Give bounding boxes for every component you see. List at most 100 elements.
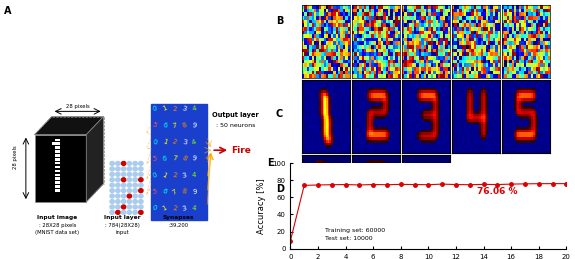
Text: 2: 2	[171, 138, 178, 146]
Circle shape	[121, 205, 126, 209]
Circle shape	[133, 199, 137, 204]
Text: 7: 7	[172, 122, 177, 129]
Circle shape	[110, 205, 114, 209]
Circle shape	[116, 199, 120, 204]
Text: 2: 2	[172, 172, 177, 178]
Text: 5: 5	[152, 188, 157, 195]
Circle shape	[133, 162, 137, 165]
Circle shape	[121, 167, 126, 171]
Circle shape	[127, 194, 132, 198]
Bar	[55, 139, 60, 141]
Circle shape	[133, 210, 137, 214]
Circle shape	[139, 162, 143, 165]
Circle shape	[139, 183, 143, 187]
Text: 4: 4	[191, 105, 197, 112]
Bar	[55, 154, 60, 157]
Circle shape	[127, 205, 132, 209]
Circle shape	[116, 205, 120, 209]
Text: Input image: Input image	[37, 215, 78, 220]
Circle shape	[121, 162, 126, 165]
Text: E: E	[267, 158, 274, 168]
Bar	[55, 181, 60, 184]
Circle shape	[110, 183, 114, 187]
Circle shape	[121, 199, 126, 204]
Polygon shape	[34, 117, 104, 135]
Text: 2: 2	[172, 205, 177, 212]
Text: C: C	[276, 109, 283, 119]
Bar	[151, 104, 207, 220]
Y-axis label: Accuracy [%]: Accuracy [%]	[258, 178, 266, 234]
Text: 8: 8	[181, 155, 188, 162]
Text: Test set: 10000: Test set: 10000	[325, 236, 373, 241]
Circle shape	[127, 210, 132, 214]
Text: Training set: 60000: Training set: 60000	[325, 228, 385, 233]
Bar	[55, 174, 60, 176]
Circle shape	[127, 178, 132, 182]
Circle shape	[133, 172, 137, 176]
Circle shape	[110, 162, 114, 165]
Circle shape	[133, 189, 137, 192]
Text: 1: 1	[162, 105, 168, 112]
Circle shape	[127, 183, 132, 187]
Circle shape	[110, 172, 114, 176]
Text: :39,200: :39,200	[168, 223, 189, 228]
Text: 5: 5	[151, 122, 158, 129]
Circle shape	[133, 167, 137, 171]
Circle shape	[116, 178, 120, 182]
Text: 0: 0	[151, 171, 158, 179]
Text: 6: 6	[162, 122, 167, 129]
Circle shape	[139, 199, 143, 204]
Circle shape	[121, 194, 126, 198]
Circle shape	[133, 194, 137, 198]
Text: 4: 4	[191, 138, 197, 146]
Text: 9: 9	[191, 122, 197, 129]
Circle shape	[139, 178, 143, 182]
Circle shape	[139, 167, 143, 171]
Text: : 28X28 pixels: : 28X28 pixels	[39, 223, 76, 228]
Circle shape	[127, 199, 132, 204]
Bar	[52, 142, 56, 145]
Circle shape	[110, 189, 114, 192]
Circle shape	[116, 194, 120, 198]
Circle shape	[110, 210, 114, 214]
Text: 3: 3	[182, 205, 187, 212]
Text: 9: 9	[192, 189, 197, 195]
Bar	[55, 150, 60, 153]
Text: Synapses: Synapses	[163, 215, 194, 220]
Bar	[55, 185, 60, 188]
Text: 0: 0	[152, 139, 158, 145]
Text: 3: 3	[182, 139, 187, 145]
Circle shape	[121, 210, 126, 214]
Text: 4: 4	[192, 205, 197, 211]
Text: 6: 6	[161, 188, 168, 195]
Circle shape	[133, 183, 137, 187]
Circle shape	[139, 205, 143, 209]
Text: A: A	[5, 6, 12, 17]
Circle shape	[110, 199, 114, 204]
Circle shape	[133, 205, 137, 209]
Circle shape	[116, 167, 120, 171]
Text: B: B	[276, 16, 283, 26]
Polygon shape	[86, 117, 104, 202]
Circle shape	[116, 172, 120, 176]
Bar	[55, 142, 60, 145]
Text: Input layer: Input layer	[104, 215, 140, 220]
Text: input: input	[116, 230, 129, 235]
Bar	[55, 162, 60, 164]
Text: 7: 7	[171, 188, 178, 195]
Text: 28 pixels: 28 pixels	[66, 104, 90, 109]
Circle shape	[121, 178, 126, 182]
Text: 1: 1	[161, 205, 168, 212]
Text: Output layer: Output layer	[212, 112, 259, 118]
Circle shape	[110, 194, 114, 198]
Text: : 50 neurons: : 50 neurons	[216, 123, 255, 128]
Text: : 784(28X28): : 784(28X28)	[105, 223, 140, 228]
Circle shape	[116, 210, 120, 214]
Circle shape	[116, 183, 120, 187]
Text: 1: 1	[162, 138, 168, 146]
Text: 0: 0	[152, 105, 158, 112]
Bar	[55, 146, 60, 149]
Circle shape	[116, 162, 120, 165]
Circle shape	[121, 189, 126, 192]
Text: 8: 8	[182, 188, 187, 195]
